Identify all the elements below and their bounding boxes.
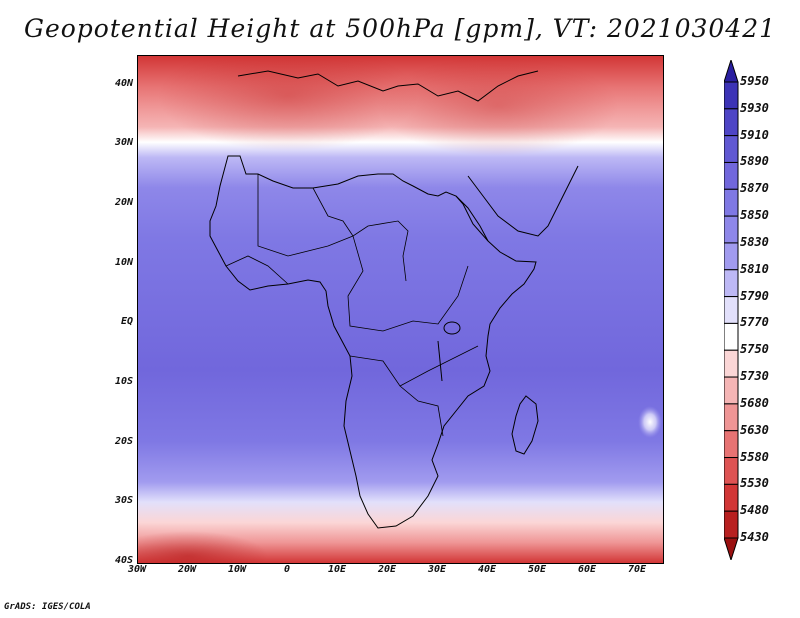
lat-tick-label: EQ	[120, 316, 133, 328]
colorbar-cell	[724, 457, 739, 485]
lat-tick-label: 10S	[114, 376, 133, 388]
colorbar-level-label: 5910	[740, 127, 769, 142]
colorbar-cell	[724, 430, 739, 459]
colorbar-level-label: 5850	[740, 208, 769, 223]
lon-tick-label: 20E	[377, 564, 397, 575]
border-central	[347, 235, 469, 332]
lat-tick-label: 40N	[114, 77, 133, 89]
lat-tick-label: 30N	[114, 137, 133, 149]
lat-tick-label: 40S	[114, 555, 133, 566]
border-sahara-1	[257, 174, 409, 282]
coastlines	[209, 70, 579, 529]
colorbar-cell	[724, 108, 739, 137]
lon-tick-label: 10E	[327, 564, 347, 575]
lon-tick-label: 0	[283, 564, 291, 575]
lon-tick-label: 60E	[577, 564, 597, 575]
colorbar-level-label: 5630	[740, 422, 769, 437]
colorbar-level-label: 5580	[740, 449, 769, 464]
colorbar-level-label: 5770	[740, 315, 769, 330]
colorbar-level-label: 5810	[740, 261, 769, 276]
white-spot-mascarene	[638, 406, 662, 438]
colorbar-level-label: 5480	[740, 503, 769, 518]
colorbar-bottom-arrow	[724, 537, 739, 560]
border-sahara-2	[312, 187, 354, 237]
madagascar-coastline	[511, 395, 539, 455]
lat-tick-label: 10N	[114, 256, 133, 268]
colorbar-level-label: 5430	[740, 530, 769, 544]
lat-tick-label: 20N	[114, 197, 133, 209]
lon-tick-label: 10W	[227, 564, 247, 575]
colorbar-level-label: 5680	[740, 395, 769, 410]
geopotential-field	[138, 56, 663, 563]
border-east	[399, 345, 479, 387]
lake-victoria	[443, 321, 461, 335]
colorbar-top-arrow	[724, 60, 739, 83]
colorbar-cell	[724, 483, 739, 512]
country-borders	[225, 174, 479, 437]
colorbar-level-label: 5730	[740, 369, 769, 384]
lat-tick-label: 20S	[114, 435, 133, 447]
colorbar-cell	[724, 242, 739, 271]
colorbar-level-label: 5870	[740, 181, 769, 196]
colorbar-cell	[724, 135, 739, 163]
lon-tick-label: 20W	[177, 564, 197, 575]
colorbar-cell	[724, 349, 739, 378]
colorbar-level-label: 5790	[740, 288, 769, 303]
lakes	[437, 321, 461, 382]
africa-coastline	[209, 155, 537, 529]
arabia-coast	[467, 165, 579, 237]
colorbar-level-label: 5530	[740, 476, 769, 491]
border-west	[225, 255, 289, 285]
lon-tick-label: 50E	[527, 564, 547, 575]
europe-coast	[237, 70, 539, 102]
colorbar-cell	[724, 296, 739, 324]
map-plot-area	[137, 55, 664, 564]
colorbar-cell	[724, 510, 739, 539]
high-blob-mediterranean	[158, 56, 418, 151]
red-sea	[455, 195, 489, 242]
colorbar-cell	[724, 403, 739, 432]
colorbar-cells	[724, 60, 739, 560]
colorbar-cell	[724, 81, 739, 110]
colorbar-cell	[724, 188, 739, 217]
lon-tick-label: 30W	[127, 564, 147, 575]
colorbar-level-label: 5890	[740, 154, 769, 169]
lon-tick-label: 30E	[427, 564, 447, 575]
lon-tick-label: 40E	[477, 564, 497, 575]
colorbar-legend: 5950 5930 5910 5890 5870 5850 5830 5810 5790 5770…	[724, 60, 800, 560]
colorbar-cell	[724, 269, 739, 298]
lon-tick-label: 70E	[627, 564, 647, 575]
colorbar-cell	[724, 215, 739, 244]
colorbar-cell	[724, 322, 739, 351]
low-blob-south-atlantic	[138, 531, 268, 563]
colorbar-cell	[724, 161, 739, 190]
lake-tanganyika	[437, 340, 443, 382]
colorbar-level-label: 5830	[740, 234, 769, 249]
border-south	[349, 355, 444, 437]
high-blob-arabia	[378, 56, 618, 156]
colorbar-level-label: 5930	[740, 100, 769, 115]
map-title: Geopotential Height at 500hPa [gpm], VT:…	[23, 14, 777, 43]
colorbar-level-label: 5750	[740, 342, 769, 357]
grads-footer: GrADS: IGES/COLA	[4, 602, 91, 612]
colorbar-cell	[724, 376, 739, 405]
lat-tick-label: 30S	[114, 495, 133, 507]
colorbar-level-label: 5950	[740, 74, 769, 88]
